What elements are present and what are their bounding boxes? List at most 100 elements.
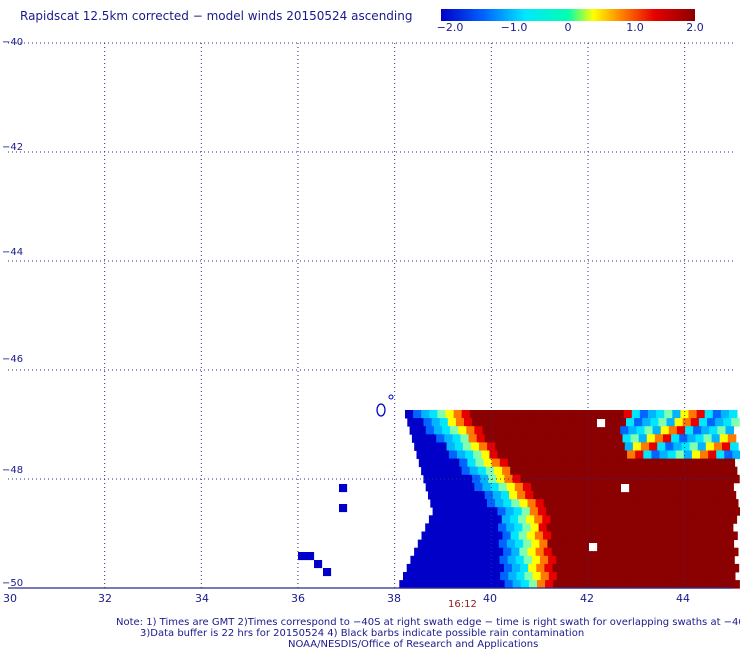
swath-cell: [596, 539, 605, 549]
swath-cell: [458, 482, 467, 492]
swath-cell: [526, 515, 535, 524]
swath-cell: [632, 531, 641, 540]
swath-cell: [628, 426, 637, 435]
swath-cell: [461, 466, 471, 476]
swath-cell: [478, 499, 488, 508]
swath-cell: [471, 563, 480, 573]
swath-cell: [684, 482, 694, 492]
swath-cell: [422, 442, 431, 451]
swath-cell: [629, 458, 638, 468]
swath-cell: [529, 450, 539, 459]
swath-cell: [575, 466, 584, 476]
swath-cell: [634, 580, 643, 589]
swath-cell: [447, 563, 456, 573]
swath-cell: [534, 466, 543, 476]
swath-cell: [489, 507, 498, 516]
swath-cell: [725, 482, 734, 492]
swath-cell: [534, 531, 544, 540]
swath-cell: [439, 580, 449, 589]
swath-cell: [428, 491, 437, 500]
swath-cell: [723, 580, 732, 589]
swath-cell: [644, 539, 654, 549]
swath-cell: [428, 434, 437, 443]
lon-label: 38: [387, 592, 401, 605]
swath-cell: [496, 418, 505, 427]
swath-cell: [530, 523, 539, 532]
swath-cell: [526, 466, 535, 476]
swath-cell: [597, 458, 606, 468]
swath-cell: [500, 572, 509, 581]
swath-cell: [721, 499, 731, 508]
swath-cell: [497, 507, 506, 516]
swath-cell: [577, 474, 586, 484]
swath-cell: [593, 563, 602, 573]
swath-cell: [591, 531, 601, 540]
swath-cell: [672, 466, 681, 476]
swath-cell: [470, 547, 480, 557]
map-title: Rapidscat 12.5km corrected − model winds…: [20, 9, 413, 23]
swath-cell: [617, 418, 627, 427]
swath-cell: [438, 499, 447, 508]
swath-cell: [542, 515, 551, 524]
swath-cell: [509, 434, 518, 443]
swath-cell: [715, 474, 724, 484]
swath-cell: [570, 507, 579, 516]
swath-cell: [727, 572, 736, 581]
swath-cell: [705, 442, 715, 451]
swath-cell: [559, 499, 569, 508]
swath-cell: [465, 450, 474, 459]
swath-cell: [610, 507, 620, 516]
swath-cell: [479, 442, 488, 451]
swath-cell: [702, 572, 712, 581]
swath-cell: [462, 442, 472, 451]
swath-cell: [409, 426, 419, 435]
swath-cell: [515, 555, 525, 565]
swath-cell: [553, 580, 562, 589]
swath-cell: [605, 572, 614, 581]
swath-cell: [589, 572, 598, 581]
swath-cell: [490, 482, 499, 492]
swath-cell: [462, 531, 471, 540]
swath-cell: [492, 434, 502, 443]
swath-cell: [716, 523, 726, 532]
swath-cell: [543, 531, 552, 540]
swath-cell: [418, 458, 428, 468]
swath-cell: [720, 515, 729, 524]
swath-cell: [686, 458, 695, 468]
swath-cell: [445, 531, 455, 540]
swath-cell: [621, 572, 631, 581]
swath-cell: [644, 426, 653, 435]
swath-cell: [551, 499, 561, 508]
swath-cell: [611, 523, 620, 532]
swath-cell: [478, 547, 488, 557]
swath-cell: [624, 531, 633, 540]
swath-cell: [627, 523, 637, 532]
swath-cell: [543, 547, 553, 557]
swath-cell: [643, 450, 652, 459]
swath-cell: [496, 580, 505, 589]
swath-cell: [600, 442, 609, 451]
swath-cell: [437, 531, 447, 540]
swath-cell: [457, 523, 467, 532]
swath-cell: [439, 418, 449, 427]
swath-cell: [527, 499, 536, 508]
swath-cell: [588, 555, 598, 565]
swath-cell: [441, 482, 451, 492]
swath-cell: [586, 507, 595, 516]
swath-cell: [450, 555, 460, 565]
swath-cell: [680, 466, 689, 476]
swath-cell: [666, 418, 675, 427]
swath-cell: [607, 515, 616, 524]
swath-cell: [432, 507, 442, 516]
swath-cell: [726, 555, 735, 565]
swath-cell: [601, 474, 611, 484]
swath-cell: [613, 458, 622, 468]
swath-cell: [478, 531, 487, 540]
swath-cell: [488, 580, 497, 589]
swath-cell: [610, 450, 620, 459]
swath-cell: [591, 410, 600, 419]
swath-cell: [431, 580, 441, 589]
swath-cell: [601, 563, 610, 573]
swath-cell: [669, 555, 679, 565]
swath-cell: [521, 450, 531, 459]
